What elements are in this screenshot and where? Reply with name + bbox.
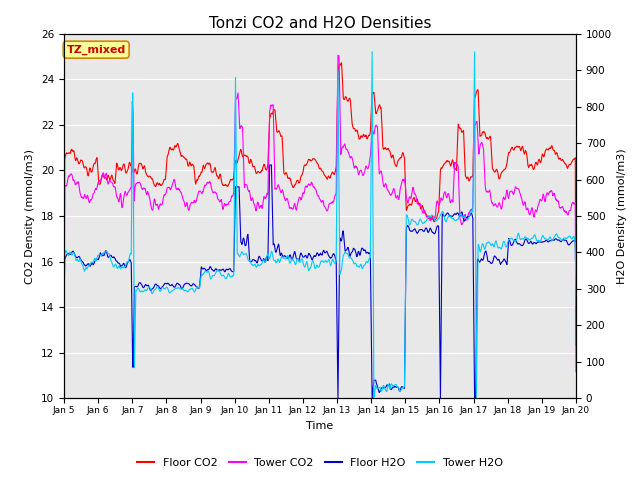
Tower CO2 <box>467 207 474 213</box>
Floor CO2 <box>231 160 239 166</box>
Tower CO2 <box>572 369 580 374</box>
Floor CO2 <box>161 176 169 182</box>
Floor CO2 <box>399 151 407 157</box>
Legend: Floor CO2, Tower CO2, Floor H2O, Tower H2O: Floor CO2, Tower CO2, Floor H2O, Tower H… <box>133 453 507 472</box>
Y-axis label: H2O Density (mmol/m3): H2O Density (mmol/m3) <box>618 148 627 284</box>
Tower H2O <box>368 49 376 55</box>
Tower CO2 <box>161 192 169 198</box>
Floor CO2 <box>338 60 346 66</box>
Tower H2O <box>161 286 169 291</box>
Y-axis label: CO2 Density (mmol/m3): CO2 Density (mmol/m3) <box>26 148 35 284</box>
Tower H2O <box>174 285 182 290</box>
Tower H2O <box>370 396 378 401</box>
Floor CO2 <box>467 175 474 180</box>
Floor CO2 <box>174 141 182 146</box>
Tower H2O <box>60 310 68 316</box>
Tower H2O <box>512 239 520 244</box>
Floor H2O <box>467 211 474 216</box>
Floor CO2 <box>60 344 68 350</box>
Line: Tower CO2: Tower CO2 <box>64 55 576 372</box>
Floor H2O <box>400 385 408 391</box>
Floor H2O <box>266 162 273 168</box>
Floor H2O <box>174 281 182 287</box>
Tower H2O <box>231 114 239 120</box>
Tower CO2 <box>511 184 519 190</box>
Tower CO2 <box>334 52 342 58</box>
Tower H2O <box>400 385 408 391</box>
X-axis label: Time: Time <box>307 420 333 431</box>
Tower H2O <box>467 209 474 215</box>
Line: Tower H2O: Tower H2O <box>64 52 576 398</box>
Tower CO2 <box>231 114 239 120</box>
Floor H2O <box>161 281 169 287</box>
Floor H2O <box>572 301 580 307</box>
Line: Floor CO2: Floor CO2 <box>64 63 576 347</box>
Tower CO2 <box>399 178 407 184</box>
Tower CO2 <box>60 359 68 364</box>
Floor H2O <box>512 237 520 242</box>
Floor H2O <box>60 312 68 318</box>
Title: Tonzi CO2 and H2O Densities: Tonzi CO2 and H2O Densities <box>209 16 431 31</box>
Floor H2O <box>334 396 342 401</box>
Text: TZ_mixed: TZ_mixed <box>67 45 126 55</box>
Floor H2O <box>231 201 239 206</box>
Floor CO2 <box>572 342 580 348</box>
Floor CO2 <box>511 144 519 150</box>
Tower CO2 <box>174 187 182 192</box>
Line: Floor H2O: Floor H2O <box>64 165 576 398</box>
Tower H2O <box>572 302 580 308</box>
